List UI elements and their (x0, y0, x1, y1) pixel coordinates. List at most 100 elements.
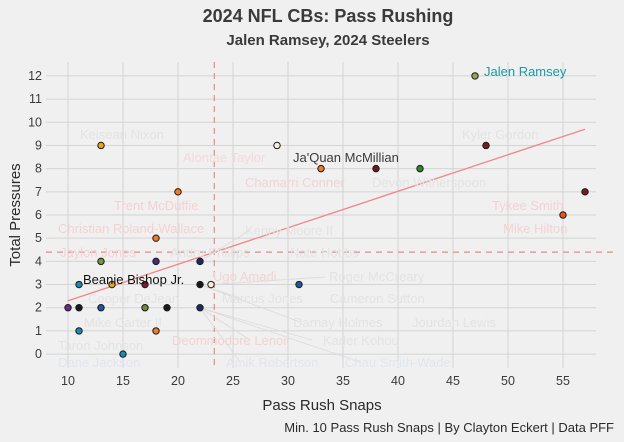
label-darnay-holmes: Darnay Holmes (293, 315, 383, 330)
label-beanie-bishop: Beanie Bishop Jr. (83, 272, 184, 287)
data-point (64, 304, 72, 312)
label-tykee-smith: Tykee Smith (492, 198, 564, 213)
data-point (75, 304, 83, 312)
data-point (471, 72, 479, 80)
label-devon-witherspoon: Devon Witherspoon (372, 175, 486, 190)
y-tick-label: 5 (35, 231, 42, 245)
label-kenny-moore: Kenny Moore II (245, 223, 333, 238)
data-point (372, 164, 380, 173)
label-trent-mcduffie: Trent McDuffie (114, 198, 199, 213)
x-tick-label: 55 (556, 374, 570, 388)
label-mike-carter: Mike Carter II (84, 315, 162, 330)
data-point (482, 141, 490, 150)
leader-line (199, 307, 241, 363)
data-point (152, 327, 160, 335)
y-tick-label: 1 (35, 324, 42, 338)
label-keisean-nixon: Keisean Nixon (80, 127, 164, 142)
grid (46, 62, 596, 368)
data-point (97, 141, 105, 150)
label-cooper-dejean: Cooper DeJean (88, 291, 179, 306)
label-amik-robertson: Amik Robertson (226, 355, 318, 370)
data-point (559, 211, 567, 219)
chart-subtitle: Jalen Ramsey, 2024 Steelers (226, 32, 429, 49)
data-point (119, 350, 127, 358)
leader-line (199, 307, 313, 341)
y-tick-label: 10 (28, 115, 42, 129)
leader-line (210, 276, 326, 285)
leader-line (199, 307, 361, 363)
label-dane-jackson: Dane Jackson (58, 355, 140, 370)
data-point (581, 188, 589, 196)
y-axis-title: Total Pressures (7, 163, 24, 266)
x-tick-label: 30 (281, 374, 295, 388)
label-christian-roland-wallace: Christian Roland-Wallace (58, 221, 204, 236)
data-point (97, 304, 105, 312)
leader-line (199, 229, 251, 262)
trend-line-path (67, 128, 586, 302)
data-point (295, 280, 303, 289)
y-tick-label: 3 (35, 278, 42, 292)
data-point (75, 327, 83, 335)
leader-line (199, 307, 251, 341)
data-point (152, 257, 160, 266)
label-jourdan-lewis: Jourdan Lewis (412, 315, 496, 330)
x-tick-label: 45 (446, 374, 460, 388)
x-tick-label: 15 (116, 374, 130, 388)
chart-title: 2024 NFL CBs: Pass Rushing (203, 6, 454, 26)
y-tick-label: 9 (35, 138, 42, 152)
data-point (416, 164, 424, 173)
data-point (75, 280, 83, 289)
label-ugo-amadi: Ugo Amadi (213, 269, 277, 284)
x-tick-label: 40 (391, 374, 405, 388)
data-point (196, 257, 204, 266)
x-axis-title: Pass Rush Snaps (262, 397, 381, 414)
data-point (141, 280, 149, 289)
label-marcus-jones: Marcus Jones (222, 291, 303, 306)
label-jaquan-mcmillian: Ja'Quan McMillian (293, 150, 399, 165)
label-mike-hilton: Mike Hilton (503, 221, 567, 236)
label-andru-phillips: Andru Phillips (170, 245, 250, 260)
label-jaylon-jones: Jaylon Jones (60, 245, 136, 260)
y-tick-label: 6 (35, 208, 42, 222)
label-jalen-ramsey: Jalen Ramsey (484, 64, 567, 79)
data-point (196, 280, 204, 289)
label-kader-kohou: Kader Kohou (323, 333, 399, 348)
data-point (152, 234, 160, 242)
leader-line (199, 284, 301, 323)
data-point (108, 280, 116, 289)
data-point (141, 304, 149, 312)
x-tick-label: 20 (171, 374, 185, 388)
x-axis-ticks: 10 15 20 25 30 35 40 45 50 55 (61, 374, 570, 388)
data-point (97, 257, 105, 266)
label-chamarri-conner: Chamarri Conner (245, 175, 345, 190)
y-tick-label: 0 (35, 347, 42, 361)
chart-caption: Min. 10 Pass Rush Snaps | By Clayton Eck… (284, 420, 614, 435)
data-point (207, 280, 215, 289)
label-alontae-taylor: Alontae Taylor (183, 150, 266, 165)
y-tick-label: 7 (35, 185, 42, 199)
y-tick-label: 4 (35, 254, 42, 268)
data-points (64, 72, 589, 358)
x-tick-label: 35 (336, 374, 350, 388)
label-roger-mccreary: Roger McCreary (329, 269, 425, 284)
label-kyler-gordon: Kyler Gordon (462, 127, 539, 142)
data-point (163, 304, 171, 312)
background-labels: Keisean Nixon Kyler Gordon Alontae Taylo… (58, 127, 567, 370)
label-cameron-sutton: Cameron Sutton (330, 291, 425, 306)
label-deommodore-lenoir: Deommodore Lenoir (172, 333, 291, 348)
y-tick-label: 2 (35, 301, 42, 315)
x-tick-label: 10 (61, 374, 75, 388)
y-tick-label: 11 (29, 92, 42, 106)
data-point (273, 141, 281, 150)
y-tick-label: 12 (28, 69, 42, 83)
y-tick-label: 8 (35, 162, 42, 176)
label-chau-smith-wade: Chau Smith-Wade (345, 355, 451, 370)
data-point (317, 164, 325, 173)
label-taron-johnson: Taron Johnson (58, 338, 143, 353)
x-tick-label: 50 (501, 374, 515, 388)
x-tick-label: 25 (226, 374, 240, 388)
label-nate-hobbs: Nate Hobbs (290, 245, 359, 260)
